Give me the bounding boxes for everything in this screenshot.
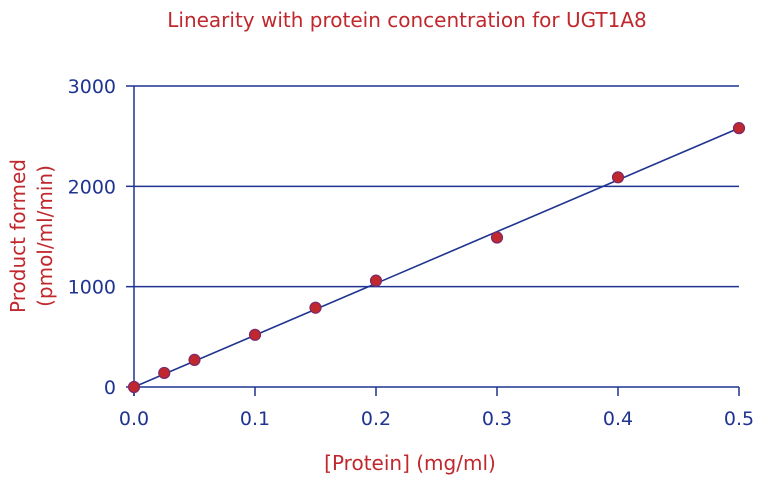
chart-title: Linearity with protein concentration for…	[167, 8, 647, 32]
data-point	[127, 380, 141, 394]
y-tick-label: 2000	[68, 176, 116, 198]
fit-line	[133, 127, 740, 388]
y-tick-label: 1000	[68, 277, 116, 299]
x-axis-ticks: 0.0 0.1 0.2 0.3 0.4 0.5	[119, 408, 754, 430]
x-tick-label: 0.3	[482, 408, 512, 430]
data-point	[490, 231, 504, 244]
y-tick-label: 0	[104, 377, 116, 399]
y-axis-label-line-1: Product formed	[6, 159, 30, 313]
data-point	[309, 301, 322, 314]
x-tick-label: 0.2	[361, 408, 391, 430]
data-point	[611, 171, 625, 184]
data-point	[158, 366, 171, 380]
data-point	[248, 328, 262, 341]
x-tick-label: 0.1	[240, 408, 270, 430]
plot-area	[126, 85, 746, 396]
data-point	[188, 353, 201, 367]
x-tick-label: 0.0	[119, 408, 149, 430]
data-point	[732, 122, 746, 135]
x-axis-label: [Protein] (mg/ml)	[324, 451, 496, 475]
y-tick-label: 3000	[68, 76, 116, 98]
y-axis-label: Product formed (pmol/ml/min)	[6, 159, 57, 313]
data-point	[369, 274, 383, 287]
y-axis-ticks: 0 1000 2000 3000	[68, 76, 116, 399]
x-tick-label: 0.4	[603, 408, 633, 430]
x-tick-label: 0.5	[724, 408, 754, 430]
y-axis-label-line-2: (pmol/ml/min)	[33, 165, 57, 307]
